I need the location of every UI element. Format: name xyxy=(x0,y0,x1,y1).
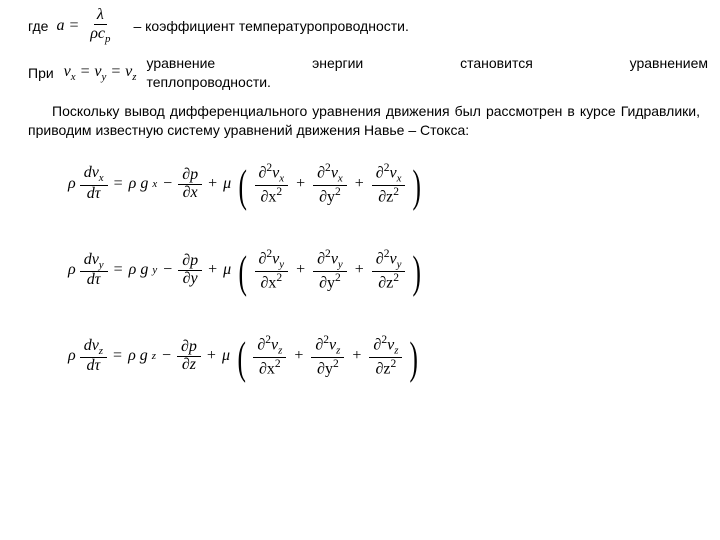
pre: При xyxy=(28,65,54,81)
frac-den: ρcp xyxy=(87,25,113,46)
row2: теплопроводности. xyxy=(146,73,708,92)
eq-x: ρ dvx dτ = ρgx − ∂p ∂x + μ ( ∂2vx ∂x2 + xyxy=(68,162,708,206)
equations-block: ρ dvx dτ = ρgx − ∂p ∂x + μ ( ∂2vx ∂x2 + xyxy=(28,162,708,378)
line2-text: уравнение энергии становится уравнением … xyxy=(146,54,708,92)
w3: становится xyxy=(460,54,533,73)
a-equals: a = xyxy=(56,17,79,35)
w4: уравнением xyxy=(630,54,708,73)
tail-text: – коэффициент температуропроводности. xyxy=(133,18,408,34)
frac-lambda-rhocp: λ ρcp xyxy=(87,6,113,46)
eq-z: ρ dvz dτ = ρgz − ∂p ∂z + μ ( ∂2vz ∂x2 + xyxy=(68,334,708,378)
cond-math: vx = vy = vz xyxy=(64,63,137,83)
eq-y: ρ dvy dτ = ρgy − ∂p ∂y + μ ( ∂2vy ∂x2 + xyxy=(68,248,708,292)
line-where: где a = λ ρcp – коэффициент температуроп… xyxy=(28,6,708,46)
frac-num: λ xyxy=(94,6,107,25)
line-cond: При vx = vy = vz уравнение энергии стано… xyxy=(28,54,708,92)
where-word: где xyxy=(28,18,48,34)
page: где a = λ ρcp – коэффициент температуроп… xyxy=(0,0,720,378)
w1: уравнение xyxy=(146,54,215,73)
w2: энергии xyxy=(312,54,363,73)
para-navier-stokes: Поскольку вывод дифференциального уравне… xyxy=(28,102,708,141)
